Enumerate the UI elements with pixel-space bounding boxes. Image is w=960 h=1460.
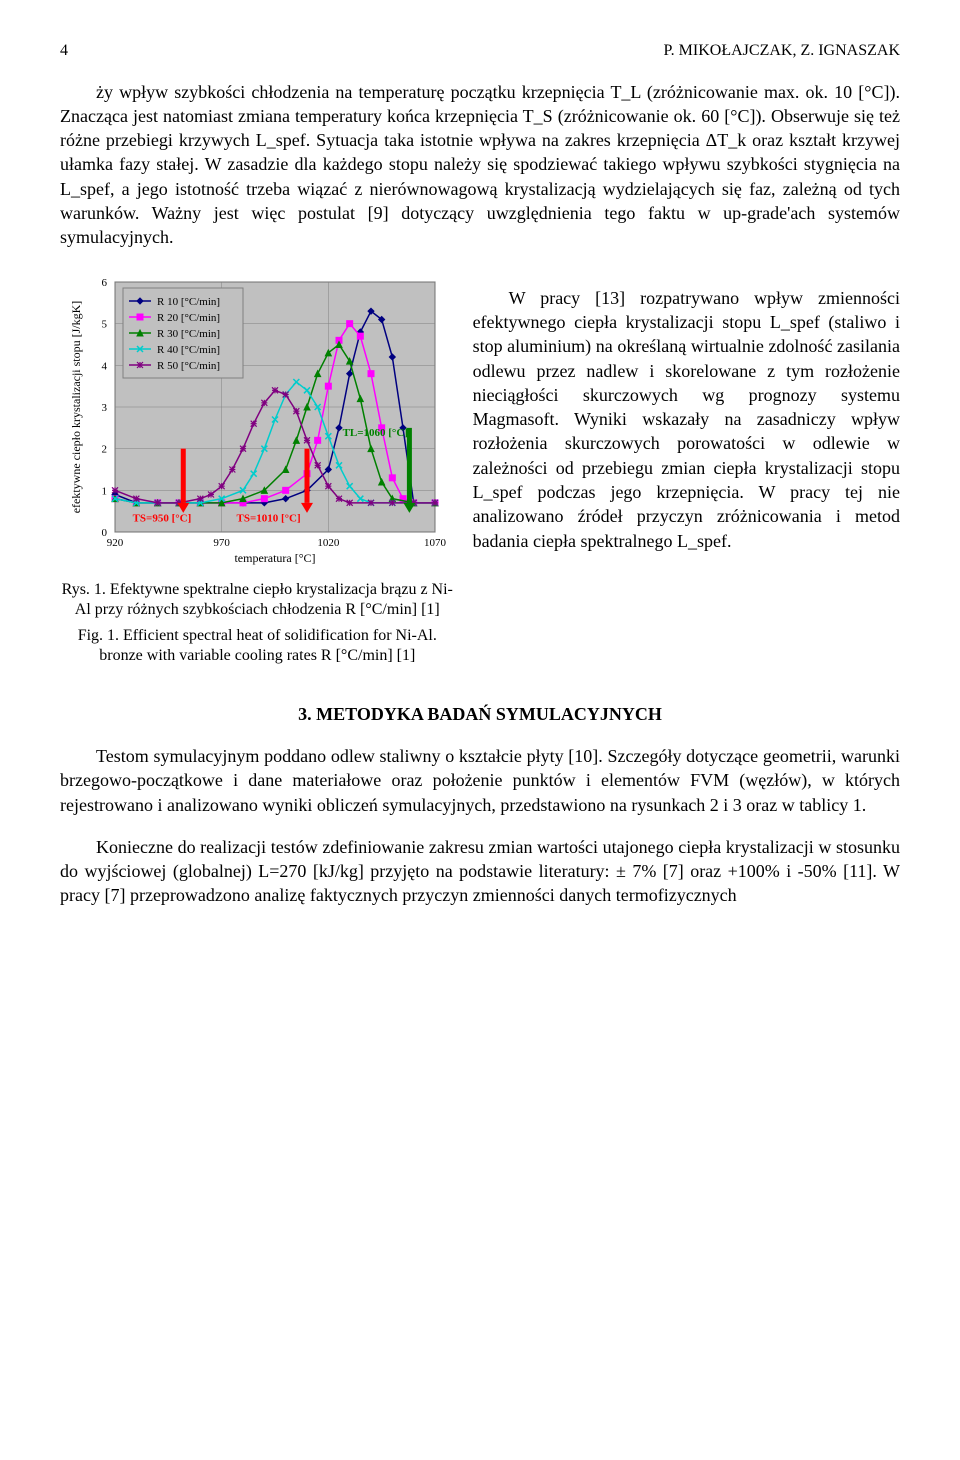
svg-text:2: 2 (102, 443, 108, 455)
paragraph-2: Testom symulacyjnym poddano odlew staliw… (60, 744, 900, 817)
svg-text:efektywne ciepło krystalizacji: efektywne ciepło krystalizacji stopu [J/… (69, 300, 83, 513)
svg-text:970: 970 (213, 537, 230, 549)
svg-text:TS=950 [°C]: TS=950 [°C] (133, 512, 192, 524)
svg-text:TL=1060 [°C]: TL=1060 [°C] (343, 427, 408, 439)
svg-text:1: 1 (102, 485, 108, 497)
svg-text:R 20 [°C/min]: R 20 [°C/min] (157, 312, 220, 324)
right-text-column: W pracy [13] rozpatrywano wpływ zmiennoś… (473, 268, 900, 666)
svg-text:R 50 [°C/min]: R 50 [°C/min] (157, 360, 220, 372)
svg-text:920: 920 (107, 537, 124, 549)
svg-text:TS=1010 [°C]: TS=1010 [°C] (237, 512, 301, 524)
paragraph-right: W pracy [13] rozpatrywano wpływ zmiennoś… (473, 286, 900, 553)
svg-text:6: 6 (102, 277, 108, 289)
caption-en: Fig. 1. Efficient spectral heat of solid… (60, 626, 455, 666)
svg-text:1020: 1020 (317, 537, 340, 549)
chart-svg: 920 970 1020 1070 0 1 2 3 4 5 6 TL=1060 [°C] TS=950 … (60, 272, 450, 572)
svg-text:3: 3 (102, 402, 108, 414)
section-title: 3. METODYKA BADAŃ SYMULACYJNYCH (60, 702, 900, 726)
page-header: 4 P. MIKOŁAJCZAK, Z. IGNASZAK (60, 40, 900, 62)
svg-text:R 30 [°C/min]: R 30 [°C/min] (157, 328, 220, 340)
svg-text:R 10 [°C/min]: R 10 [°C/min] (157, 296, 220, 308)
svg-text:0: 0 (102, 527, 108, 539)
svg-text:4: 4 (102, 360, 108, 372)
running-title: P. MIKOŁAJCZAK, Z. IGNASZAK (664, 40, 900, 62)
svg-text:5: 5 (102, 318, 108, 330)
svg-text:temperatura [°C]: temperatura [°C] (234, 551, 315, 565)
page-number: 4 (60, 40, 68, 62)
chart-container: 920 970 1020 1070 0 1 2 3 4 5 6 TL=1060 [°C] TS=950 … (60, 272, 455, 572)
svg-text:R 40 [°C/min]: R 40 [°C/min] (157, 344, 220, 356)
svg-text:1070: 1070 (424, 537, 447, 549)
paragraph-3: Konieczne do realizacji testów zdefiniow… (60, 835, 900, 908)
figure-column: 920 970 1020 1070 0 1 2 3 4 5 6 TL=1060 [°C] TS=950 … (60, 268, 455, 666)
caption-pl: Rys. 1. Efektywne spektralne ciepło krys… (60, 580, 455, 620)
paragraph-1: ży wpływ szybkości chłodzenia na tempera… (60, 80, 900, 250)
figure-text-row: 920 970 1020 1070 0 1 2 3 4 5 6 TL=1060 [°C] TS=950 … (60, 268, 900, 666)
